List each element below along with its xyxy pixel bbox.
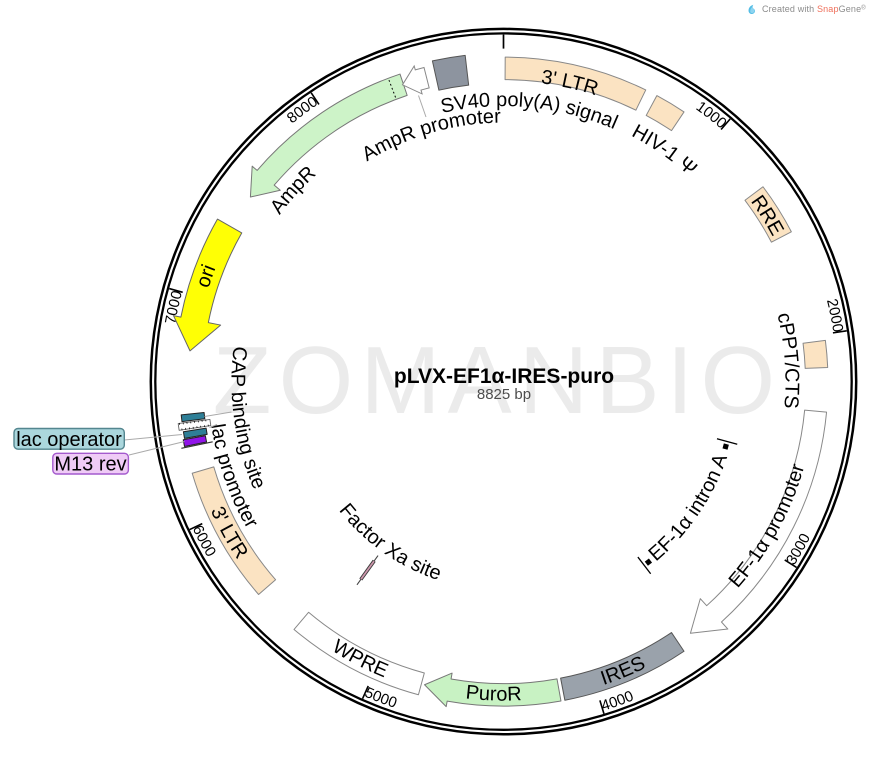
- svg-text:pLVX-EF1α-IRES-puro: pLVX-EF1α-IRES-puro: [394, 365, 614, 388]
- svg-text:PuroR: PuroR: [465, 681, 522, 705]
- svg-text:Created with SnapGene®: Created with SnapGene®: [762, 4, 866, 14]
- svg-text:8825 bp: 8825 bp: [477, 386, 531, 403]
- svg-text:lac operator: lac operator: [16, 429, 122, 451]
- svg-text:M13 rev: M13 rev: [54, 454, 126, 476]
